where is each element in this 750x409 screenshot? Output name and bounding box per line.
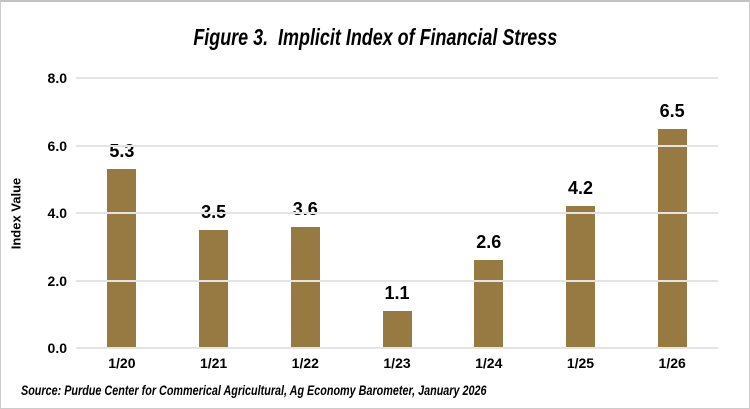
bar-group: 2.6 [443, 78, 535, 348]
bar [657, 128, 687, 348]
y-tick-label: 8.0 [47, 70, 67, 86]
bar-value-label: 3.6 [292, 198, 318, 219]
bar-group: 4.2 [535, 78, 627, 348]
chart-title: Figure 3. Implicit Index of Financial St… [1, 24, 749, 51]
y-tick-label: 6.0 [47, 137, 67, 154]
bar-group: 3.5 [168, 78, 260, 348]
bar [107, 169, 137, 348]
bar [474, 260, 504, 348]
chart-title-text: Figure 3. Implicit Index of Financial St… [193, 24, 557, 50]
gridline [76, 212, 718, 214]
gridline [76, 279, 718, 282]
bar [199, 229, 229, 348]
gridline [76, 347, 718, 349]
bar-value-label: 3.5 [201, 201, 227, 222]
x-tick-label: 1/21 [199, 355, 228, 371]
bar-group: 6.5 [626, 78, 718, 348]
x-tick-label: 1/25 [566, 355, 595, 371]
gridline [76, 144, 718, 147]
gridline [76, 77, 718, 79]
x-tick-label: 1/23 [383, 355, 411, 371]
y-tick-label: 0.0 [47, 340, 67, 356]
bar-group: 1.1 [351, 78, 443, 348]
bar-value-label: 4.2 [567, 178, 593, 199]
x-tick-label: 1/26 [658, 355, 686, 371]
bar-group: 5.3 [76, 78, 168, 348]
bar-group: 3.6 [259, 78, 351, 348]
y-tick-label: 2.0 [47, 272, 67, 289]
x-axis-tick-labels: 1/20 1/21 1/22 1/23 1/24 1/25 1/26 [76, 355, 718, 371]
bar-value-label: 2.6 [476, 232, 502, 253]
x-tick-label: 1/22 [291, 355, 319, 371]
bar [290, 226, 320, 348]
plot-area: 5.3 3.5 3.6 1.1 2.6 4.2 6.5 [76, 77, 718, 349]
y-tick-label: 4.0 [47, 205, 67, 221]
source-note-text: Source: Purdue Center for Commerical Agr… [21, 383, 487, 398]
x-tick-label: 1/24 [475, 355, 503, 371]
bar [382, 310, 412, 348]
bar-series: 5.3 3.5 3.6 1.1 2.6 4.2 6.5 [76, 78, 718, 348]
bar-value-label: 1.1 [384, 282, 410, 303]
x-tick-label: 1/20 [108, 355, 136, 371]
bar-value-label: 6.5 [659, 100, 685, 121]
bar [565, 206, 595, 348]
y-axis-tick-labels: 0.0 2.0 4.0 6.0 8.0 [21, 70, 67, 356]
source-note: Source: Purdue Center for Commerical Agr… [21, 382, 749, 400]
